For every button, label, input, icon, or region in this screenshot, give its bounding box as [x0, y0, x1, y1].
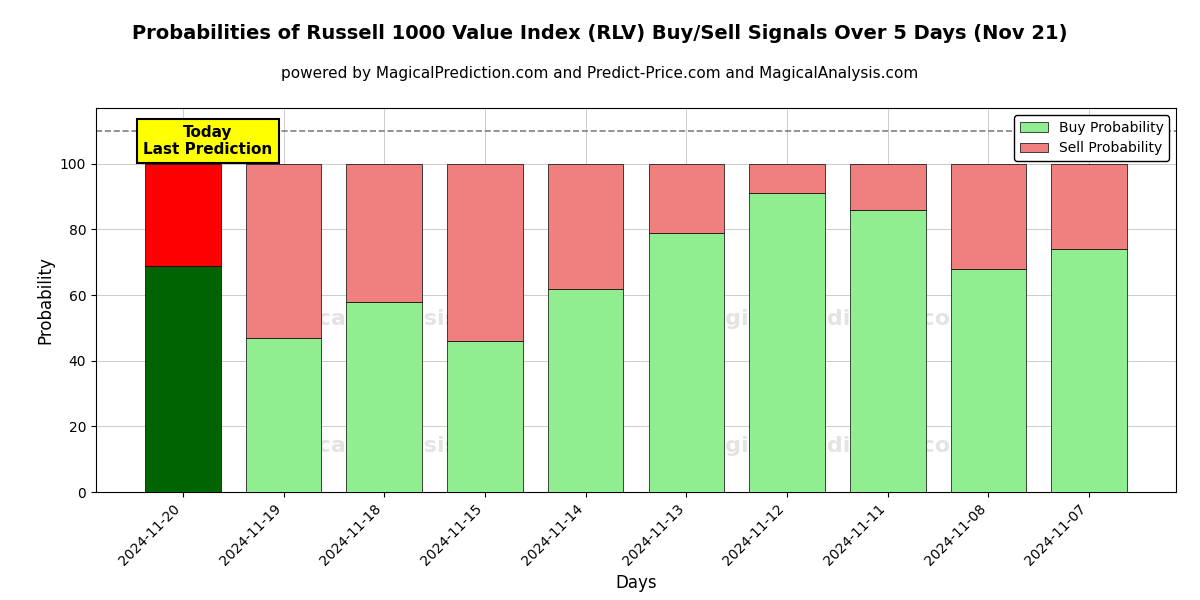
Bar: [950, 164, 1026, 269]
Text: Probabilities of Russell 1000 Value Index (RLV) Buy/Sell Signals Over 5 Days (No: Probabilities of Russell 1000 Value Inde…: [132, 24, 1068, 43]
Text: powered by MagicalPrediction.com and Predict-Price.com and MagicalAnalysis.com: powered by MagicalPrediction.com and Pre…: [281, 66, 919, 81]
X-axis label: Days: Days: [616, 574, 656, 592]
Bar: [246, 164, 322, 338]
Bar: [145, 164, 221, 266]
Bar: [448, 164, 523, 341]
Bar: [749, 164, 824, 193]
Bar: [950, 269, 1026, 492]
Bar: [448, 341, 523, 492]
Bar: [145, 266, 221, 492]
Bar: [548, 289, 624, 492]
Text: Today
Last Prediction: Today Last Prediction: [144, 125, 272, 157]
Bar: [850, 210, 925, 492]
Bar: [749, 193, 824, 492]
Bar: [648, 233, 724, 492]
Text: MagicalPrediction.com: MagicalPrediction.com: [688, 309, 973, 329]
Text: MagicalPrediction.com: MagicalPrediction.com: [688, 436, 973, 456]
Bar: [548, 164, 624, 289]
Bar: [246, 338, 322, 492]
Bar: [648, 164, 724, 233]
Bar: [347, 164, 422, 302]
Bar: [347, 302, 422, 492]
Text: MagicalAnalysis.com: MagicalAnalysis.com: [257, 436, 518, 456]
Legend: Buy Probability, Sell Probability: Buy Probability, Sell Probability: [1014, 115, 1169, 161]
Bar: [1051, 249, 1127, 492]
Text: MagicalAnalysis.com: MagicalAnalysis.com: [257, 309, 518, 329]
Bar: [850, 164, 925, 210]
Bar: [1051, 164, 1127, 249]
Y-axis label: Probability: Probability: [36, 256, 54, 344]
